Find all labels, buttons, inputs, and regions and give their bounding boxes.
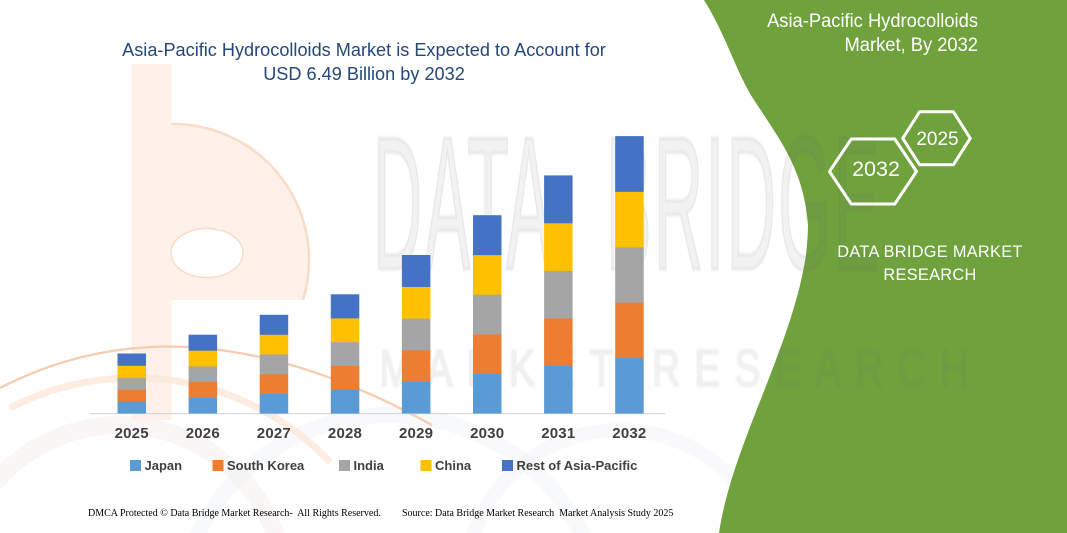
svg-text:2025: 2025	[916, 129, 958, 150]
svg-text:MARKET RESEARCH: MARKET RESEARCH	[380, 338, 983, 397]
svg-text:2032: 2032	[852, 157, 900, 181]
